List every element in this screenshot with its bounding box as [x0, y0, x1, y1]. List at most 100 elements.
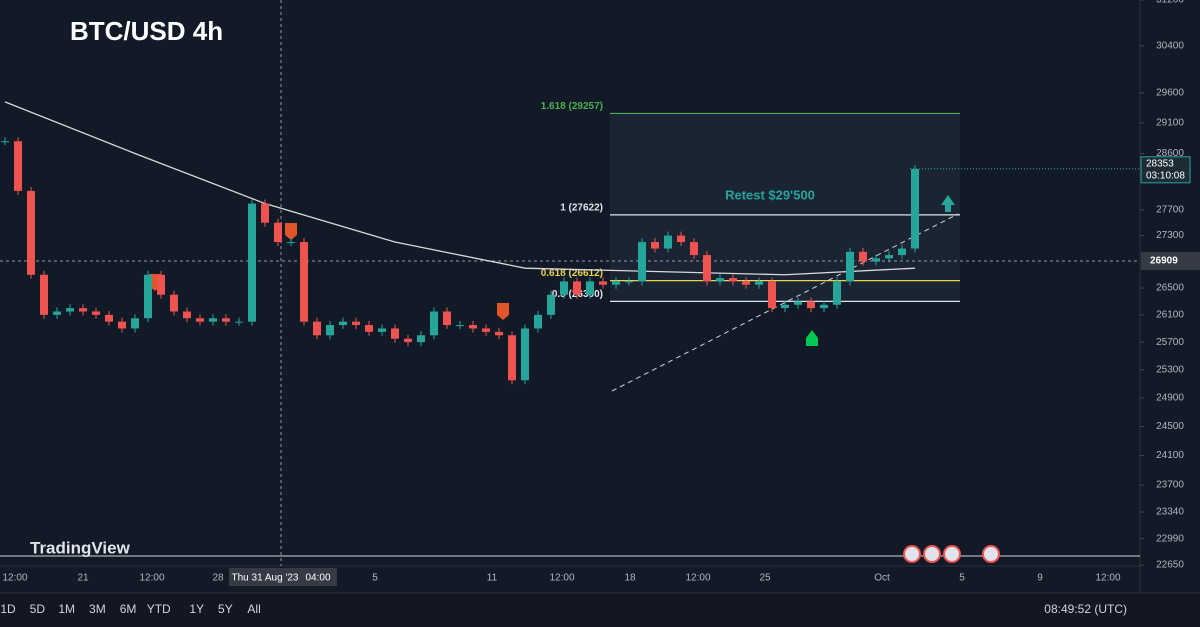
candle: [105, 314, 113, 322]
candle: [508, 335, 516, 381]
candle: [521, 328, 529, 381]
candle: [482, 328, 490, 332]
timeframe-button[interactable]: 3M: [89, 602, 106, 616]
candle: [144, 274, 152, 319]
timeframe-button[interactable]: 1D: [0, 602, 16, 616]
candle: [742, 281, 750, 285]
candle: [651, 242, 659, 249]
last-price: 28353: [1146, 158, 1174, 169]
candle: [27, 190, 35, 275]
candle: [365, 325, 373, 332]
candle: [729, 278, 737, 282]
toolbar: [0, 593, 1200, 627]
y-tick-label: 23700: [1156, 480, 1184, 491]
x-tick-label: 12:00: [2, 573, 27, 584]
fib-label: 0.618 (26612): [541, 268, 603, 279]
candle: [612, 281, 620, 285]
candle: [469, 325, 477, 329]
fib-label: 1 (27622): [560, 203, 603, 214]
candle: [625, 281, 633, 283]
trend-line: [611, 213, 959, 392]
timeframe-button[interactable]: YTD: [147, 602, 171, 616]
y-tick-label: 31200: [1156, 0, 1184, 6]
candle: [326, 325, 334, 336]
candle: [79, 308, 87, 312]
x-tick-label: 5: [372, 573, 378, 584]
candle: [53, 311, 61, 315]
candle: [547, 294, 555, 315]
crosshair-time-box: [229, 568, 337, 586]
candle: [40, 274, 48, 315]
timeframe-button[interactable]: All: [247, 602, 260, 616]
last-price-box: [1140, 156, 1191, 184]
timeframe-button[interactable]: 5D: [30, 602, 46, 616]
arrow-up: [941, 195, 955, 212]
candle: [274, 222, 282, 243]
x-tick-label: 5: [959, 573, 965, 584]
x-tick-label: 12:00: [1095, 573, 1120, 584]
y-tick-label: 25700: [1156, 337, 1184, 348]
candle: [131, 318, 139, 329]
sell-signal: [285, 223, 297, 240]
y-tick-label: 24500: [1156, 421, 1184, 432]
y-tick-label: 24900: [1156, 393, 1184, 404]
candle: [339, 321, 347, 326]
x-tick-label: 12:00: [139, 573, 164, 584]
buy-signal: [806, 330, 818, 346]
candle: [157, 274, 165, 295]
fib-box: [610, 113, 960, 301]
candle: [196, 318, 204, 322]
timeframe-button[interactable]: 1Y: [189, 602, 204, 616]
candle: [690, 242, 698, 256]
candle: [66, 308, 74, 312]
moving-average: [4, 101, 916, 276]
timeframe-button[interactable]: 1M: [58, 602, 75, 616]
candle: [703, 255, 711, 282]
x-tick-label: 12:00: [685, 573, 710, 584]
candle: [677, 235, 685, 243]
candle: [183, 311, 191, 319]
candle: [495, 331, 503, 336]
x-tick-label: 9: [1037, 573, 1043, 584]
y-tick-label: 27700: [1156, 205, 1184, 216]
timeframe-button[interactable]: 5Y: [218, 602, 233, 616]
candle: [404, 338, 412, 343]
candle: [664, 235, 672, 249]
candle: [287, 242, 295, 244]
candle: [391, 328, 399, 339]
candle: [1, 141, 9, 143]
event-icons: [903, 545, 1000, 563]
y-tick-label: 22650: [1156, 560, 1184, 571]
y-tick-label: 27300: [1156, 230, 1184, 241]
candle: [833, 281, 841, 305]
y-tick-label: 28600: [1156, 148, 1184, 159]
candle: [794, 301, 802, 305]
candle: [118, 321, 126, 329]
candle: [378, 328, 386, 332]
candle: [456, 325, 464, 327]
x-tick-label: 18: [624, 573, 636, 584]
candle: [235, 321, 243, 323]
candle: [300, 242, 308, 322]
candle: [846, 251, 854, 282]
candle: [560, 281, 568, 295]
candle: [820, 304, 828, 309]
annotation: Retest $29'500: [725, 187, 815, 202]
watermark: TradingView: [30, 538, 131, 557]
x-tick-label: 28: [212, 573, 224, 584]
y-tick-label: 30400: [1156, 40, 1184, 51]
candle: [14, 141, 22, 191]
candle: [248, 203, 256, 322]
sell-signal: [497, 303, 509, 320]
timeframe-button[interactable]: 6M: [120, 602, 137, 616]
candle: [716, 278, 724, 282]
candle: [222, 318, 230, 322]
candle: [313, 321, 321, 336]
candle: [768, 281, 776, 309]
candle: [859, 251, 867, 262]
x-tick-label: Oct: [874, 573, 890, 584]
crosshair-price: 26909: [1150, 256, 1178, 267]
candle: [586, 281, 594, 295]
